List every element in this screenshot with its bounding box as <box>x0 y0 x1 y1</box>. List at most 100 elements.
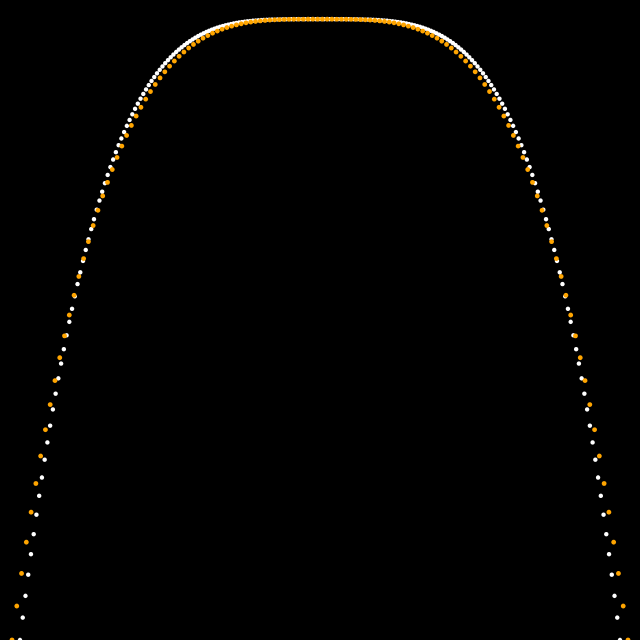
orange-data-point <box>606 509 612 515</box>
orange-data-point <box>596 453 602 459</box>
orange-data-point <box>396 21 402 27</box>
white-data-point <box>75 281 80 287</box>
white-data-point <box>565 306 571 312</box>
orange-data-point <box>267 17 273 23</box>
orange-data-point <box>152 82 158 87</box>
orange-data-point <box>439 38 445 44</box>
white-data-point <box>587 423 593 428</box>
white-data-point <box>480 71 486 76</box>
orange-data-point <box>601 481 607 486</box>
orange-data-point <box>224 25 230 30</box>
white-data-point <box>83 247 88 253</box>
white-data-point <box>606 551 612 557</box>
orange-data-point <box>549 239 554 245</box>
orange-data-point <box>577 355 583 361</box>
orange-data-point <box>315 16 321 22</box>
orange-data-point <box>558 274 564 279</box>
white-data-point <box>141 91 146 97</box>
orange-data-point <box>210 30 215 36</box>
white-data-point <box>491 87 497 92</box>
orange-data-point <box>539 207 545 213</box>
orange-data-point <box>176 53 182 59</box>
orange-data-point <box>343 16 349 22</box>
white-data-point <box>576 361 582 366</box>
orange-data-point <box>616 571 621 576</box>
orange-data-point <box>148 89 153 94</box>
orange-data-point <box>47 402 53 407</box>
orange-data-point <box>362 17 368 23</box>
orange-data-point <box>310 16 316 22</box>
orange-data-point <box>43 427 48 433</box>
orange-data-point <box>71 292 77 298</box>
orange-data-point <box>544 223 550 228</box>
white-data-point <box>543 217 549 222</box>
orange-data-point <box>582 378 588 383</box>
orange-data-point <box>620 603 626 609</box>
white-data-point <box>113 150 119 155</box>
orange-data-point <box>243 20 249 26</box>
orange-data-point <box>262 18 268 23</box>
orange-data-point <box>453 49 459 55</box>
white-data-point <box>595 475 601 480</box>
orange-data-point <box>501 113 507 119</box>
orange-data-point <box>281 17 287 22</box>
white-data-point <box>499 101 505 106</box>
orange-data-point <box>277 17 282 23</box>
orange-data-point <box>229 23 235 29</box>
orange-data-point <box>487 89 492 94</box>
orange-data-point <box>472 69 478 75</box>
white-data-point <box>23 593 28 599</box>
white-data-point <box>47 423 53 428</box>
white-data-point <box>557 270 562 275</box>
orange-data-point <box>143 96 149 102</box>
orange-data-point <box>353 17 359 22</box>
white-data-point <box>601 512 606 517</box>
orange-data-point <box>319 16 325 22</box>
orange-data-point <box>382 19 387 24</box>
orange-data-point <box>28 509 34 515</box>
white-data-point <box>494 91 499 97</box>
orange-data-point <box>38 453 44 459</box>
orange-data-point <box>410 25 416 30</box>
orange-data-point <box>86 239 91 245</box>
orange-data-point <box>530 179 535 185</box>
white-data-point <box>546 226 551 232</box>
orange-data-point <box>95 207 101 213</box>
orange-data-point <box>367 17 373 23</box>
white-data-point <box>464 52 469 57</box>
white-data-point <box>165 57 171 63</box>
white-data-point <box>604 531 609 537</box>
orange-data-point <box>33 481 39 486</box>
white-data-point <box>573 347 579 352</box>
orange-data-point <box>477 75 483 81</box>
white-data-point <box>26 572 31 577</box>
orange-data-point <box>506 123 512 128</box>
orange-data-point <box>372 18 378 23</box>
white-data-point <box>160 64 165 69</box>
white-data-point <box>34 512 39 517</box>
orange-data-point <box>444 42 449 47</box>
white-data-point <box>154 71 160 76</box>
orange-data-point <box>195 38 201 44</box>
orange-data-point <box>348 16 354 22</box>
orange-data-point <box>291 16 297 22</box>
orange-data-point <box>9 637 15 640</box>
orange-data-point <box>62 333 67 339</box>
white-data-point <box>132 106 138 112</box>
orange-data-point <box>534 193 540 199</box>
white-data-point <box>91 217 97 222</box>
white-data-point <box>612 593 617 599</box>
orange-data-point <box>334 16 340 22</box>
orange-data-point <box>391 20 397 26</box>
white-data-point <box>157 67 162 72</box>
orange-data-point <box>324 16 330 22</box>
orange-data-point <box>109 167 115 172</box>
white-data-point <box>568 319 573 325</box>
orange-data-point <box>425 30 430 36</box>
orange-data-point <box>76 274 82 279</box>
orange-data-point <box>429 33 435 38</box>
white-data-point <box>89 226 94 232</box>
white-data-point <box>17 637 23 640</box>
orange-data-point <box>219 26 225 32</box>
